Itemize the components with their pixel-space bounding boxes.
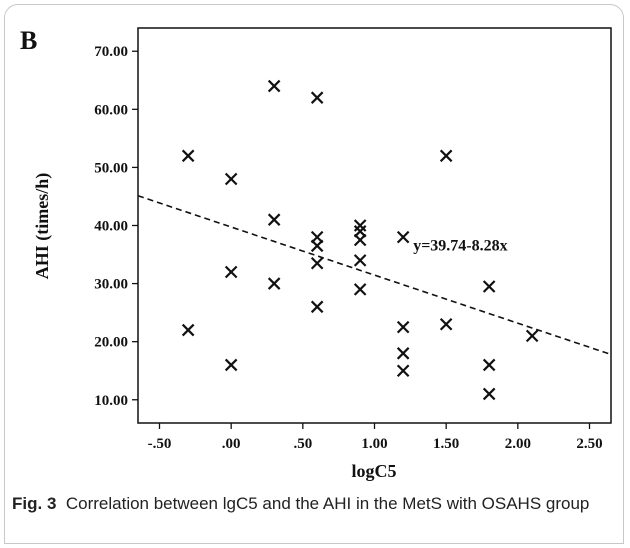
x-axis-title: logC5: [352, 461, 397, 481]
data-point: [482, 387, 496, 401]
data-point: [396, 364, 410, 377]
x-tick-label: .00: [222, 436, 241, 452]
data-point: [396, 230, 410, 244]
data-point: [439, 317, 453, 331]
x-tick-label: -.50: [148, 436, 172, 452]
data-point: [396, 347, 410, 360]
data-point: [353, 219, 367, 232]
y-axis: 10.00 20.00 30.00 40.00 50.00 60.00 70.00: [94, 44, 138, 409]
data-point: [267, 213, 281, 226]
data-point: [181, 323, 195, 337]
data-points: [181, 79, 539, 401]
x-tick-label: 2.50: [576, 436, 602, 452]
data-point: [353, 233, 367, 247]
y-tick-label: 10.00: [94, 393, 128, 409]
data-point: [310, 91, 324, 104]
data-point: [482, 280, 496, 293]
data-point: [267, 79, 281, 93]
data-point: [439, 149, 453, 163]
y-axis-title: AHI (times/h): [32, 173, 53, 280]
y-tick-label: 60.00: [94, 102, 128, 118]
data-point: [310, 239, 324, 253]
data-point: [224, 358, 238, 372]
x-tick-label: .50: [293, 436, 312, 452]
data-point: [353, 283, 367, 296]
caption-text: Correlation between lgC5 and the AHI in …: [65, 494, 590, 513]
figure-number: Fig. 3: [12, 494, 57, 513]
regression-line: [137, 194, 612, 356]
x-tick-label: 1.50: [433, 436, 459, 452]
data-point: [310, 300, 324, 314]
data-point: [525, 329, 539, 343]
figure-caption: Fig. 3 Correlation between lgC5 and the …: [12, 491, 612, 516]
x-axis: -.50 .00 .50 1.00 1.50 2.00 2.50: [148, 423, 603, 452]
data-point: [267, 277, 281, 290]
regression-equation: y=39.74-8.28x: [413, 237, 507, 254]
data-point: [224, 172, 238, 186]
y-tick-label: 50.00: [94, 160, 128, 176]
y-tick-label: 20.00: [94, 335, 128, 351]
y-tick-label: 30.00: [94, 277, 128, 293]
data-point: [353, 254, 367, 267]
data-point: [224, 265, 238, 279]
scatter-chart: B 10.00 20.00 30.00 40.00 50.00 60.00 70.00 -.…: [20, 26, 612, 481]
x-tick-label: 1.00: [361, 436, 387, 452]
y-tick-label: 70.00: [94, 44, 128, 60]
data-point: [310, 256, 324, 270]
data-point: [482, 358, 496, 372]
data-point: [181, 149, 195, 163]
panel-label: B: [20, 26, 37, 55]
x-tick-label: 2.00: [505, 436, 531, 452]
plot-area: [137, 27, 612, 424]
data-point: [396, 320, 410, 334]
y-tick-label: 40.00: [94, 219, 128, 235]
